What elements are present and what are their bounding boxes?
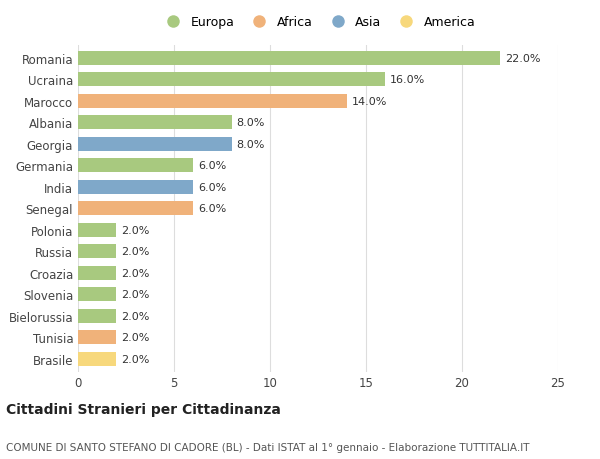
Bar [78, 309, 116, 323]
Bar [78, 245, 116, 259]
Text: 6.0%: 6.0% [198, 161, 226, 171]
Text: Cittadini Stranieri per Cittadinanza: Cittadini Stranieri per Cittadinanza [6, 402, 281, 416]
Text: COMUNE DI SANTO STEFANO DI CADORE (BL) - Dati ISTAT al 1° gennaio - Elaborazione: COMUNE DI SANTO STEFANO DI CADORE (BL) -… [6, 442, 530, 452]
Text: 8.0%: 8.0% [236, 140, 265, 150]
Bar [78, 138, 232, 151]
Bar [78, 52, 500, 66]
Bar [78, 330, 116, 344]
Text: 2.0%: 2.0% [121, 311, 149, 321]
Bar [78, 224, 116, 237]
Text: 22.0%: 22.0% [505, 54, 541, 64]
Text: 16.0%: 16.0% [390, 75, 425, 85]
Bar [78, 288, 116, 302]
Text: 2.0%: 2.0% [121, 290, 149, 300]
Text: 2.0%: 2.0% [121, 268, 149, 278]
Bar [78, 266, 116, 280]
Text: 2.0%: 2.0% [121, 354, 149, 364]
Legend: Europa, Africa, Asia, America: Europa, Africa, Asia, America [160, 16, 476, 29]
Text: 2.0%: 2.0% [121, 247, 149, 257]
Bar [78, 116, 232, 130]
Bar [78, 159, 193, 173]
Bar [78, 202, 193, 216]
Bar [78, 352, 116, 366]
Text: 6.0%: 6.0% [198, 204, 226, 214]
Text: 8.0%: 8.0% [236, 118, 265, 128]
Bar [78, 73, 385, 87]
Bar [78, 180, 193, 194]
Text: 2.0%: 2.0% [121, 332, 149, 342]
Text: 14.0%: 14.0% [352, 97, 387, 106]
Text: 6.0%: 6.0% [198, 182, 226, 192]
Bar [78, 95, 347, 109]
Text: 2.0%: 2.0% [121, 225, 149, 235]
